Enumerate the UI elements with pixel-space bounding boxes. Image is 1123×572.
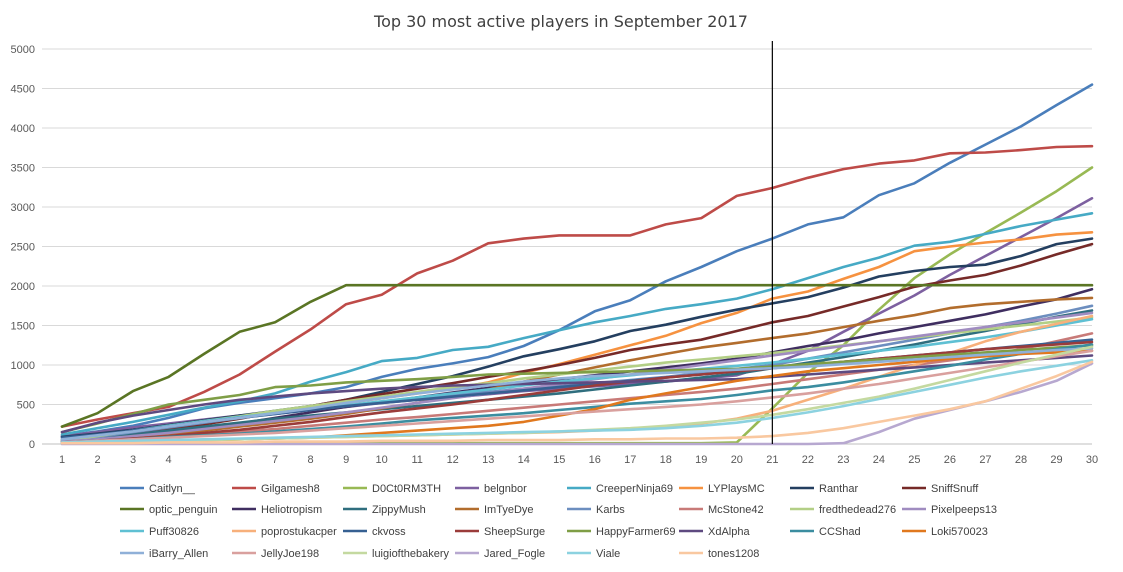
y-tick-label: 500: [17, 400, 35, 412]
x-tick-label: 29: [1050, 454, 1062, 466]
x-tick-label: 16: [589, 454, 601, 466]
y-tick-label: 0: [29, 439, 35, 451]
series-line-25: [60, 349, 1094, 444]
legend-entry: luigiofthebakery: [372, 548, 450, 560]
series-line-3: [60, 197, 1094, 438]
y-tick-label: 3500: [11, 163, 35, 175]
y-tick-label: 2500: [11, 242, 35, 254]
series-line-11: [60, 296, 1094, 444]
y-tick-label: 5000: [11, 44, 35, 56]
legend-entry: Puff30826: [149, 526, 199, 538]
legend-entry: Jared_Fogle: [484, 548, 545, 560]
legend-entry: CreeperNinja69: [596, 483, 673, 495]
legend-entry: Gilgamesh8: [261, 483, 320, 495]
x-tick-label: 1: [59, 454, 65, 466]
x-tick-label: 4: [165, 454, 171, 466]
x-tick-label: 21: [766, 454, 778, 466]
x-tick-label: 6: [237, 454, 243, 466]
legend-entry: ckvoss: [372, 526, 406, 538]
legend-entry: Viale: [596, 548, 620, 560]
x-tick-label: 3: [130, 454, 136, 466]
x-tick-label: 14: [518, 454, 530, 466]
x-tick-label: 17: [624, 454, 636, 466]
legend-entry: Pixelpeeps13: [931, 504, 997, 516]
x-tick-label: 13: [482, 454, 494, 466]
x-tick-label: 30: [1086, 454, 1098, 466]
legend-entry: D0Ct0RM3TH: [372, 483, 441, 495]
legend-entry: optic_penguin: [149, 504, 218, 516]
series-line-27: [60, 362, 1094, 446]
y-tick-label: 2000: [11, 281, 35, 293]
legend-entry: Loki570023: [931, 526, 988, 538]
legend-entry: LYPlaysMC: [708, 483, 765, 495]
x-tick-label: 28: [1015, 454, 1027, 466]
series-line-4: [60, 212, 1094, 436]
legend-entry: Heliotropism: [261, 504, 322, 516]
x-axis-ticks: 1 2 3 4 5 6 7 8 9 10 11 12 13 14 15 16 17 18 19 20 21 22 23 24 2…: [59, 454, 1098, 466]
legend-entry: XdAlpha: [708, 526, 750, 538]
series-lines: [60, 83, 1094, 446]
chart-title: Top 30 most active players in September …: [373, 12, 748, 31]
legend-entry: McStone42: [708, 504, 764, 516]
legend-entry: HappyFarmer69: [596, 526, 675, 538]
legend-entry: SheepSurge: [484, 526, 545, 538]
y-axis-ticks: 0 500 1000 1500 2000 2500 3000 3500 4000 4500 5000: [11, 44, 35, 451]
series-line-21: [60, 354, 1094, 434]
legend-entry: ImTyeDye: [484, 504, 534, 516]
y-tick-label: 4500: [11, 84, 35, 96]
legend-entry: Karbs: [596, 504, 625, 516]
x-tick-label: 27: [979, 454, 991, 466]
legend-entry: CCShad: [819, 526, 861, 538]
x-tick-label: 15: [553, 454, 565, 466]
series-line-8: [60, 283, 1094, 428]
series-line-10: [60, 309, 1094, 443]
x-tick-label: 2: [94, 454, 100, 466]
x-tick-label: 11: [411, 454, 422, 466]
series-line-19: [60, 340, 1094, 444]
series-line-29: [60, 360, 1094, 445]
x-tick-label: 9: [343, 454, 349, 466]
y-tick-label: 3000: [11, 202, 35, 214]
x-tick-label: 7: [272, 454, 278, 466]
series-line-20: [60, 343, 1094, 434]
x-tick-label: 12: [447, 454, 459, 466]
y-tick-label: 1500: [11, 321, 35, 333]
x-tick-label: 19: [695, 454, 707, 466]
legend-entry: Caitlyn__: [149, 483, 196, 495]
legend-entry: JellyJoe198: [261, 548, 319, 560]
legend-entry: ZippyMush: [372, 504, 426, 516]
x-tick-label: 26: [944, 454, 956, 466]
series-line-28: [60, 358, 1094, 444]
y-tick-label: 1000: [11, 360, 35, 372]
legend-entry: tones1208: [708, 548, 759, 560]
x-tick-label: 20: [731, 454, 743, 466]
legend-entry: SniffSnuff: [931, 483, 979, 495]
x-tick-label: 18: [660, 454, 672, 466]
x-tick-label: 8: [308, 454, 314, 466]
legend-entry: Ranthar: [819, 483, 858, 495]
legend-entry: fredthedead276: [819, 504, 896, 516]
series-line-1: [60, 144, 1094, 428]
x-tick-label: 25: [908, 454, 920, 466]
series-line-24: [60, 347, 1094, 441]
x-tick-label: 23: [837, 454, 849, 466]
y-tick-label: 4000: [11, 123, 35, 135]
legend-entry: belgnbor: [484, 483, 527, 495]
legend: Caitlyn__ Gilgamesh8 D0Ct0RM3TH belgnbor Cre…: [120, 483, 997, 560]
x-tick-label: 5: [201, 454, 207, 466]
legend-entry: iBarry_Allen: [149, 548, 208, 560]
series-line-0: [60, 83, 1094, 438]
legend-entry: poprostukacper: [261, 526, 337, 538]
x-tick-label: 24: [873, 454, 885, 466]
x-tick-label: 10: [376, 454, 388, 466]
x-tick-label: 22: [802, 454, 814, 466]
